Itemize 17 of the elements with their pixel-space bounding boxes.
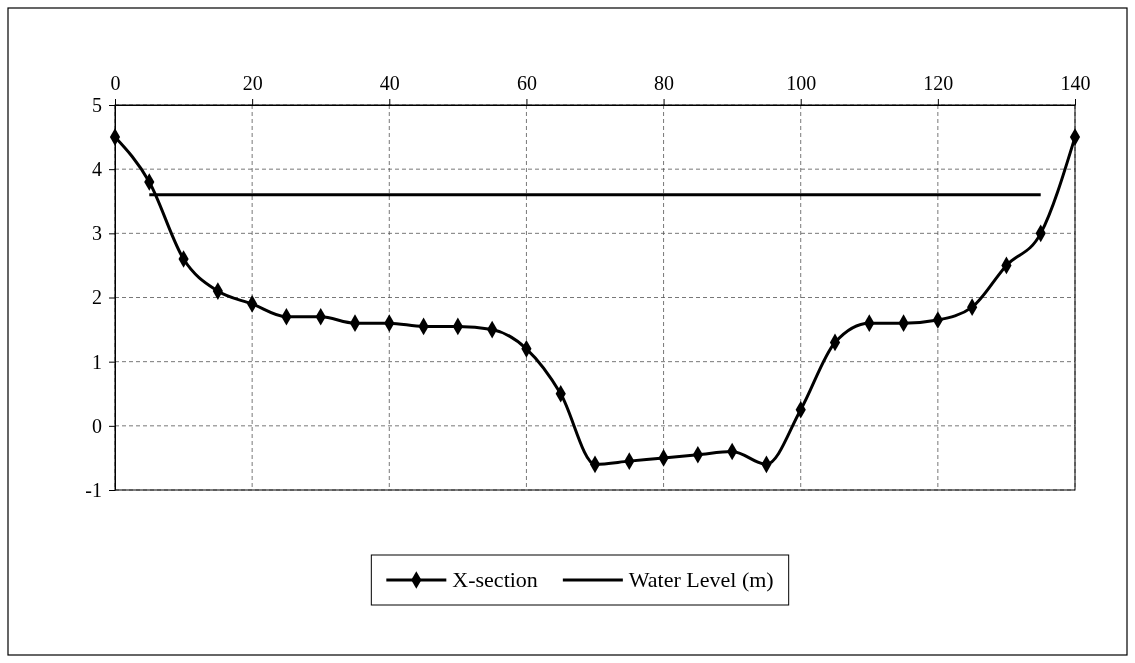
x-tick-label: 40: [379, 72, 400, 94]
y-tick-label: 5: [92, 93, 102, 116]
x-tick-label: 120: [923, 72, 954, 94]
legend-label: Water Level (m): [628, 567, 774, 592]
y-tick-label: 3: [92, 222, 102, 245]
y-tick-label: -1: [85, 478, 102, 501]
x-tick-label: 140: [1060, 72, 1091, 94]
y-tick-label: 0: [92, 414, 102, 437]
y-tick-label: 1: [92, 350, 102, 373]
x-tick-label: 80: [654, 72, 675, 94]
x-tick-label: 20: [242, 72, 263, 94]
y-tick-label: 4: [92, 158, 102, 181]
legend-label: X-section: [452, 567, 538, 592]
x-tick-label: 60: [516, 72, 537, 94]
x-tick-label: 100: [786, 72, 817, 94]
y-tick-label: 2: [92, 286, 102, 309]
x-tick-label: 0: [110, 72, 121, 94]
